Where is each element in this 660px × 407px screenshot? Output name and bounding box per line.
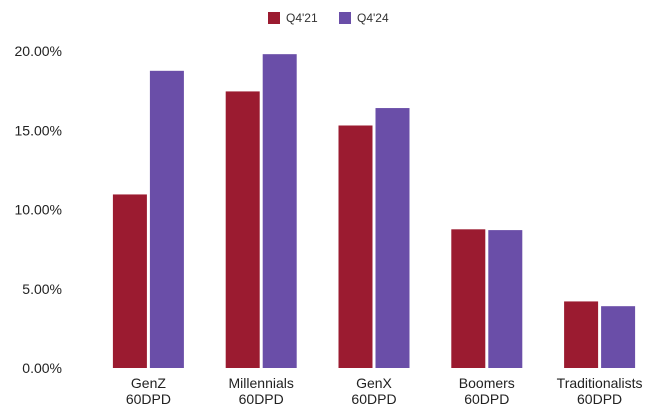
x-tick-label-line: 60DPD: [464, 391, 509, 407]
x-tick-label: Boomers 60DPD: [459, 375, 515, 407]
x-tick-label: Traditionalists 60DPD: [557, 375, 643, 407]
legend-label: Q4'24: [357, 11, 389, 25]
bar: [262, 54, 297, 369]
x-tick-label-line: GenX: [356, 375, 392, 391]
bar: [112, 194, 147, 368]
x-tick-label-line: 60DPD: [351, 391, 396, 407]
y-tick-label: 5.00%: [22, 281, 62, 297]
legend-swatch: [268, 12, 280, 24]
bar: [225, 91, 260, 368]
x-tick-label: Millennials 60DPD: [229, 375, 294, 407]
x-tick-label-line: Traditionalists: [557, 375, 643, 391]
bar: [564, 301, 599, 368]
y-tick-label: 10.00%: [15, 202, 62, 218]
x-tick-label-line: Millennials: [229, 375, 294, 391]
legend-label: Q4'21: [286, 11, 318, 25]
bar: [149, 70, 184, 368]
bar: [601, 306, 636, 368]
bar: [338, 125, 373, 369]
y-tick-label: 0.00%: [22, 360, 62, 376]
x-tick-label-line: 60DPD: [239, 391, 284, 407]
x-tick-label-line: GenZ: [131, 375, 166, 391]
y-tick-label: 20.00%: [15, 43, 62, 59]
legend: Q4'21 Q4'24: [268, 11, 389, 25]
bar: [451, 229, 486, 368]
x-tick-label-line: 60DPD: [577, 391, 622, 407]
x-tick-label-line: Boomers: [459, 375, 515, 391]
bar: [375, 108, 410, 368]
x-tick-label: GenX 60DPD: [351, 375, 396, 407]
y-tick-label: 15.00%: [15, 122, 62, 138]
bar: [488, 230, 523, 368]
x-tick-label: GenZ 60DPD: [126, 375, 171, 407]
legend-swatch: [339, 12, 351, 24]
x-tick-label-line: 60DPD: [126, 391, 171, 407]
